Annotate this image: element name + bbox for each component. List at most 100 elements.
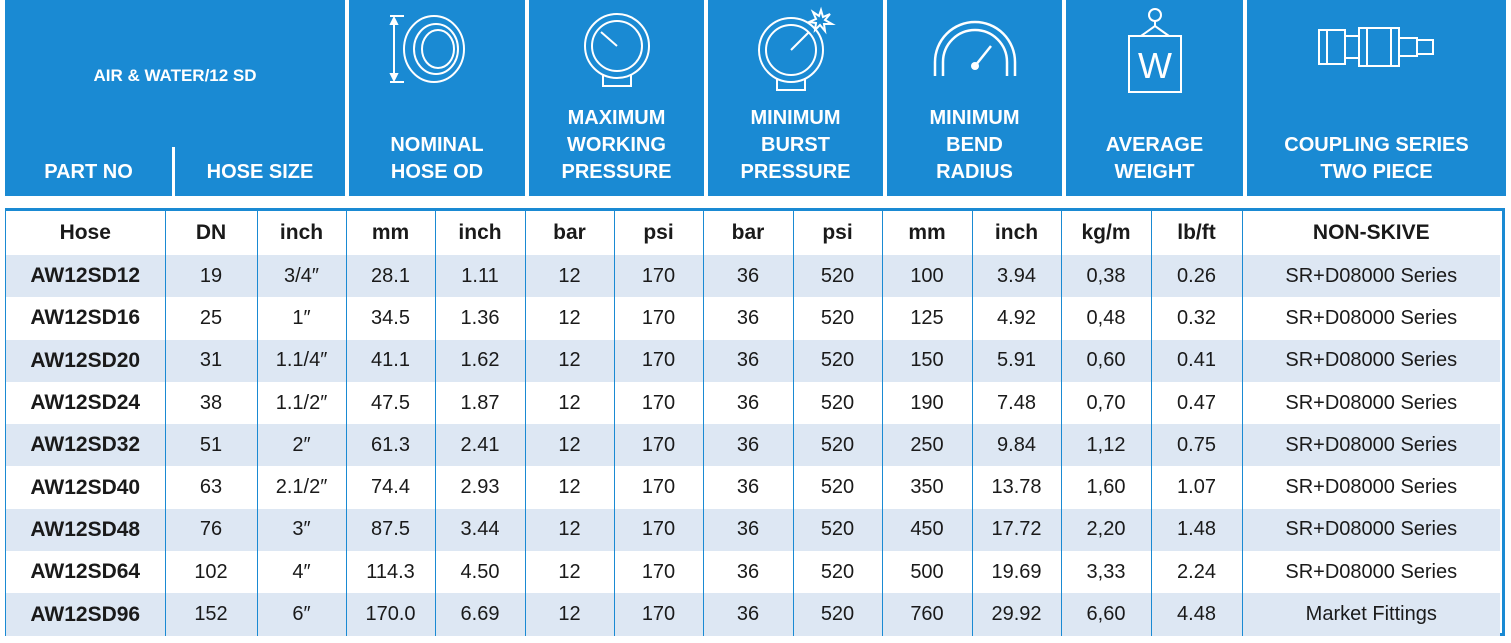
table-cell: 6″	[257, 593, 347, 636]
table-cell: 520	[793, 424, 883, 467]
table-cell: 12	[525, 255, 615, 298]
part-number-cell: AW12SD32	[6, 424, 166, 467]
table-cell: 100	[882, 255, 973, 298]
table-cell: 9.84	[972, 424, 1062, 467]
table-cell: Market Fittings	[1242, 593, 1500, 636]
table-cell: 2.93	[435, 466, 526, 509]
col-bp-bar: bar	[703, 211, 794, 255]
table-cell: 31	[165, 339, 258, 382]
header-min-bend-label: MINIMUM BEND RADIUS	[887, 105, 1062, 186]
table-row: AW12SD40 63 2.1/2″ 74.4 2.93 12 170 36 520 350 13.…	[6, 466, 1500, 509]
header-min-bend-line2: BEND	[946, 134, 1003, 156]
table-cell: SR+D08000 Series	[1242, 466, 1500, 509]
table-cell: 190	[882, 381, 973, 425]
col-size-inch: inch	[257, 211, 347, 255]
table-cell: 3.44	[435, 508, 526, 552]
header-divider	[172, 147, 175, 196]
header-max-pressure-line2: WORKING	[567, 134, 666, 156]
header-min-bend: MINIMUM BEND RADIUS	[887, 0, 1062, 196]
table-cell: 170	[614, 424, 704, 467]
table-cell: 63	[165, 466, 258, 509]
table-cell: 2.24	[1151, 551, 1243, 594]
table-cell: 36	[703, 508, 794, 552]
table-cell: 34.5	[346, 297, 436, 340]
table-cell: 36	[703, 339, 794, 382]
table-cell: 51	[165, 424, 258, 467]
table-row: AW12SD64 102 4″ 114.3 4.50 12 170 36 520 500 19.69…	[6, 551, 1500, 594]
table-cell: 29.92	[972, 593, 1062, 636]
table-cell: 25	[165, 297, 258, 340]
table-cell: 0,38	[1061, 255, 1152, 298]
table-cell: 760	[882, 593, 973, 636]
table-cell: 4″	[257, 551, 347, 594]
table-cell: 0,48	[1061, 297, 1152, 340]
table-cell: 61.3	[346, 424, 436, 467]
table-cell: 12	[525, 508, 615, 552]
table-cell: 1″	[257, 297, 347, 340]
table-cell: 1,60	[1061, 466, 1152, 509]
table-cell: 520	[793, 551, 883, 594]
coupling-icon	[1317, 27, 1434, 67]
part-number-cell: AW12SD48	[6, 508, 166, 552]
table-cell: 13.78	[972, 466, 1062, 509]
table-cell: 520	[793, 381, 883, 425]
col-coupling: NON-SKIVE	[1242, 211, 1500, 255]
header-title: AIR & WATER/12 SD	[93, 66, 257, 85]
header-nominal-od: NOMINAL HOSE OD	[349, 0, 525, 196]
table-cell: 1.07	[1151, 466, 1243, 509]
header-nominal-od-label: NOMINAL HOSE OD	[349, 132, 525, 186]
header-max-pressure-line3: PRESSURE	[561, 161, 672, 183]
part-number-cell: AW12SD64	[6, 551, 166, 594]
header-avg-weight-line2: WEIGHT	[1114, 161, 1195, 183]
table-cell: SR+D08000 Series	[1242, 339, 1500, 382]
table-cell: 0.26	[1151, 255, 1243, 298]
table-cell: 47.5	[346, 381, 436, 425]
table-cell: 12	[525, 466, 615, 509]
header-coupling-label: COUPLING SERIES TWO PIECE	[1247, 132, 1506, 186]
table-cell: 2″	[257, 424, 347, 467]
table-cell: 87.5	[346, 508, 436, 552]
table-cell: 36	[703, 593, 794, 636]
table-cell: 0.75	[1151, 424, 1243, 467]
table-cell: 2.1/2″	[257, 466, 347, 509]
table-cell: 12	[525, 551, 615, 594]
table-row: AW12SD32 51 2″ 61.3 2.41 12 170 36 520 250 9.84 1,1…	[6, 424, 1500, 467]
table-cell: 1.1/2″	[257, 381, 347, 425]
table-cell: 3/4″	[257, 255, 347, 298]
table-cell: 36	[703, 297, 794, 340]
table-cell: 12	[525, 593, 615, 636]
table-cell: 28.1	[346, 255, 436, 298]
header-min-bend-line1: MINIMUM	[929, 107, 1020, 129]
col-hose: Hose	[6, 211, 166, 255]
header-avg-weight-label: AVERAGE WEIGHT	[1066, 132, 1243, 186]
table-cell: SR+D08000 Series	[1242, 255, 1500, 298]
table-cell: 170	[614, 593, 704, 636]
col-bp-psi: psi	[793, 211, 883, 255]
header-part-no: PART NO	[44, 161, 133, 183]
table-cell: 170	[614, 339, 704, 382]
table-cell: 4.92	[972, 297, 1062, 340]
table-cell: 0,70	[1061, 381, 1152, 425]
table-cell: 36	[703, 381, 794, 425]
col-wp-psi: psi	[614, 211, 704, 255]
header-coupling: COUPLING SERIES TWO PIECE	[1247, 0, 1506, 196]
col-wp-bar: bar	[525, 211, 615, 255]
table-cell: 1,12	[1061, 424, 1152, 467]
header-nominal-od-line1: NOMINAL	[390, 134, 484, 156]
table-cell: SR+D08000 Series	[1242, 381, 1500, 425]
table-cell: 520	[793, 339, 883, 382]
burst-gauge-icon	[757, 6, 836, 91]
table-cell: 520	[793, 255, 883, 298]
header-min-burst-line2: BURST	[761, 134, 830, 156]
table-cell: 520	[793, 593, 883, 636]
header-hose-size: HOSE SIZE	[206, 161, 314, 183]
table-cell: 36	[703, 424, 794, 467]
table-cell: 5.91	[972, 339, 1062, 382]
header-min-burst: MINIMUM BURST PRESSURE	[708, 0, 883, 196]
table-cell: 7.48	[972, 381, 1062, 425]
col-od-mm: mm	[346, 211, 436, 255]
part-number-cell: AW12SD20	[6, 339, 166, 382]
weight-icon-letter: W	[1138, 45, 1172, 86]
header-avg-weight: W AVERAGE WEIGHT	[1066, 0, 1243, 196]
table-cell: 500	[882, 551, 973, 594]
